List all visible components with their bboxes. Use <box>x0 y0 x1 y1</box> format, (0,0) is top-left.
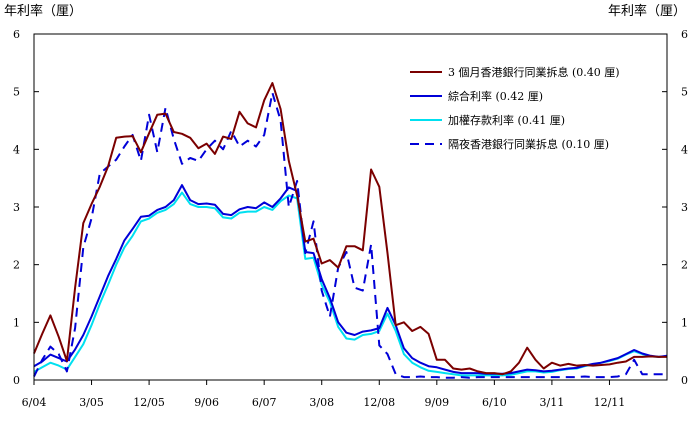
x-tick-label: 12/08 <box>363 396 395 409</box>
y-tick-label-left: 4 <box>13 143 20 156</box>
y-axis-title-right: 年利率（厘） <box>607 4 686 19</box>
x-tick-label: 12/05 <box>133 396 165 409</box>
plot-frame <box>33 33 668 381</box>
y-tick-label-right: 0 <box>681 374 688 387</box>
y-tick-label-right: 3 <box>681 201 688 214</box>
y-tick-label-left: 5 <box>13 86 20 99</box>
x-tick-label: 3/05 <box>79 396 104 409</box>
series-line-3 <box>33 191 668 377</box>
y-tick-label-right: 6 <box>681 28 688 41</box>
x-tick-label: 6/04 <box>22 396 47 409</box>
y-tick-label-left: 3 <box>13 201 20 214</box>
legend-label-3: 加權存款利率 (0.41 厘) <box>448 113 565 127</box>
y-tick-label-left: 1 <box>13 316 20 329</box>
x-tick-label: 6/10 <box>482 396 507 409</box>
x-tick-label: 9/06 <box>194 396 219 409</box>
y-tick-label-right: 5 <box>681 86 688 99</box>
y-tick-label-left: 6 <box>13 28 20 41</box>
x-tick-label: 12/11 <box>594 396 626 409</box>
y-tick-label-right: 2 <box>681 259 688 272</box>
legend-label-1: 3 個月香港銀行同業拆息 (0.40 厘) <box>448 65 620 79</box>
x-tick-label: 6/07 <box>252 396 277 409</box>
x-tick-label: 3/11 <box>540 396 565 409</box>
x-tick-label: 3/08 <box>309 396 334 409</box>
y-tick-label-left: 0 <box>13 374 20 387</box>
y-tick-label-right: 4 <box>681 143 688 156</box>
legend-label-4: 隔夜香港銀行同業拆息 (0.10 厘) <box>448 137 609 151</box>
legend: 3 個月香港銀行同業拆息 (0.40 厘) 綜合利率 (0.42 厘) 加權存款利率… <box>410 65 620 151</box>
y-tick-label-right: 1 <box>681 316 688 329</box>
series-lines <box>33 82 668 379</box>
y-tick-label-left: 2 <box>13 259 20 272</box>
legend-label-2: 綜合利率 (0.42 厘) <box>448 89 543 103</box>
axes: 0 0 1 1 2 2 3 3 4 4 5 5 6 6 6/04 3/05 12/05 9/06 6/07 3/08 1… <box>13 28 688 409</box>
series-line-1 <box>33 82 667 376</box>
x-tick-label: 9/09 <box>424 396 449 409</box>
series-line-2 <box>33 184 668 375</box>
y-axis-title-left: 年利率（厘） <box>4 4 83 19</box>
